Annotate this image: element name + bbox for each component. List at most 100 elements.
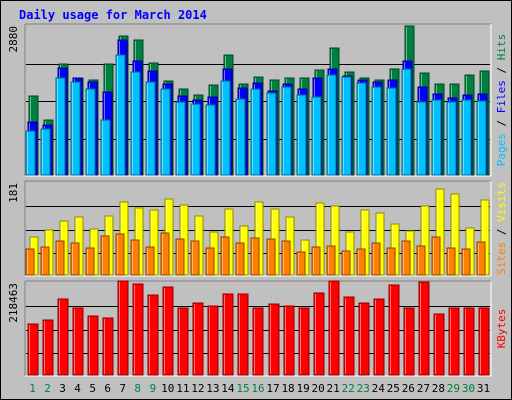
bar-sites-day-15 (235, 242, 245, 276)
bar-sites-day-27 (416, 245, 426, 276)
bar-sites-day-17 (266, 238, 276, 276)
bar-kbytes-day-13 (207, 305, 219, 376)
bar-pages-day-2 (40, 128, 51, 176)
bar-pages-day-4 (70, 81, 81, 176)
bar-pages-day-25 (386, 87, 397, 176)
bar-pages-day-9 (145, 81, 156, 176)
bar-pages-day-8 (130, 71, 141, 176)
bar-kbytes-day-12 (192, 302, 204, 376)
bar-kbytes-day-18 (283, 305, 295, 376)
bar-sites-day-24 (371, 242, 381, 276)
legend-entry: Hits (495, 34, 508, 61)
x-tick-label-2: 2 (44, 382, 51, 395)
panel-mid: 181 Sites / Visits (7, 180, 508, 277)
x-tick-label-15: 15 (236, 382, 249, 395)
bar-sites-day-5 (85, 247, 95, 276)
bar-pages-day-27 (416, 101, 427, 176)
bar-sites-day-21 (326, 245, 336, 276)
bar-sites-day-9 (145, 246, 155, 276)
bar-sites-day-13 (205, 247, 215, 276)
x-tick-label-5: 5 (89, 382, 96, 395)
bar-pages-day-26 (401, 68, 412, 176)
x-tick-label-4: 4 (74, 382, 81, 395)
legend-top: Pages / Files / Hits (495, 34, 508, 167)
bar-kbytes-day-3 (57, 298, 69, 376)
bar-sites-day-4 (70, 242, 80, 276)
bar-sites-day-20 (311, 246, 321, 276)
series-sites (25, 232, 486, 276)
legend-bot: KBytes (495, 309, 508, 349)
bar-kbytes-day-21 (328, 280, 340, 376)
legend-entry: Visits (495, 182, 508, 222)
bar-sites-day-28 (431, 236, 441, 276)
bar-sites-day-31 (476, 241, 486, 276)
bar-pages-day-6 (100, 119, 111, 176)
bar-kbytes-day-25 (388, 284, 400, 376)
bar-sites-day-14 (220, 236, 230, 276)
bar-kbytes-day-16 (252, 307, 264, 376)
y-max-label: 181 (7, 183, 20, 203)
bar-pages-day-10 (160, 88, 171, 176)
bar-pages-day-21 (326, 74, 337, 176)
x-tick-label-7: 7 (119, 382, 126, 395)
x-tick-label-8: 8 (134, 382, 141, 395)
bar-kbytes-day-9 (147, 294, 159, 376)
bar-sites-day-25 (386, 247, 396, 276)
x-tick-label-29: 29 (447, 382, 460, 395)
bar-sites-day-11 (175, 238, 185, 276)
bar-sites-day-19 (296, 251, 306, 276)
series-kbytes (27, 280, 490, 376)
bar-kbytes-day-30 (463, 307, 475, 376)
legend-entry: Sites (495, 242, 508, 275)
chart-title: Daily usage for March 2014 (19, 8, 207, 22)
bar-pages-day-13 (205, 104, 216, 176)
bar-pages-day-3 (55, 77, 66, 176)
bar-pages-day-19 (296, 94, 307, 176)
x-tick-label-9: 9 (149, 382, 156, 395)
bar-kbytes-day-5 (87, 315, 99, 376)
bar-pages-day-1 (25, 130, 36, 176)
bar-pages-day-5 (85, 88, 96, 176)
bar-sites-day-30 (461, 248, 471, 276)
x-tick-label-16: 16 (251, 382, 264, 395)
bar-sites-day-12 (190, 240, 200, 276)
bar-kbytes-day-17 (268, 303, 280, 376)
bar-sites-day-10 (160, 232, 170, 276)
bar-sites-day-8 (130, 239, 140, 276)
x-tick-label-3: 3 (59, 382, 66, 395)
bar-kbytes-day-27 (418, 281, 430, 376)
x-tick-label-12: 12 (191, 382, 204, 395)
bar-kbytes-day-22 (343, 296, 355, 376)
x-tick-label-24: 24 (372, 382, 386, 395)
series-pages (25, 54, 487, 176)
bar-sites-day-1 (25, 248, 35, 276)
bar-pages-day-28 (431, 99, 442, 176)
bar-kbytes-day-28 (433, 313, 445, 376)
bar-kbytes-day-11 (177, 307, 189, 376)
x-tick-label-22: 22 (342, 382, 355, 395)
bar-kbytes-day-10 (162, 286, 174, 376)
bar-pages-day-31 (476, 100, 487, 176)
x-tick-label-23: 23 (357, 382, 370, 395)
bar-pages-day-23 (356, 82, 367, 176)
x-tick-label-27: 27 (417, 382, 430, 395)
x-tick-label-14: 14 (221, 382, 235, 395)
bar-pages-day-30 (461, 99, 472, 176)
chart-panels: 2880 Pages / Files / Hits 181 Sites / Visit… (7, 23, 508, 377)
bar-kbytes-day-23 (358, 302, 370, 376)
x-tick-label-21: 21 (327, 382, 340, 395)
bar-pages-day-18 (281, 86, 292, 176)
legend-entry: / (495, 222, 508, 242)
bar-sites-day-18 (281, 240, 291, 276)
bar-pages-day-20 (311, 96, 322, 176)
bar-kbytes-day-24 (373, 298, 385, 376)
x-tick-label-20: 20 (312, 382, 325, 395)
bar-kbytes-day-19 (298, 307, 310, 376)
panel-bot: 218463 KBytes (7, 280, 508, 377)
bar-kbytes-day-4 (72, 307, 84, 376)
x-tick-label-30: 30 (462, 382, 475, 395)
bar-sites-day-6 (100, 235, 110, 276)
x-tick-label-26: 26 (402, 382, 415, 395)
x-tick-label-6: 6 (104, 382, 111, 395)
